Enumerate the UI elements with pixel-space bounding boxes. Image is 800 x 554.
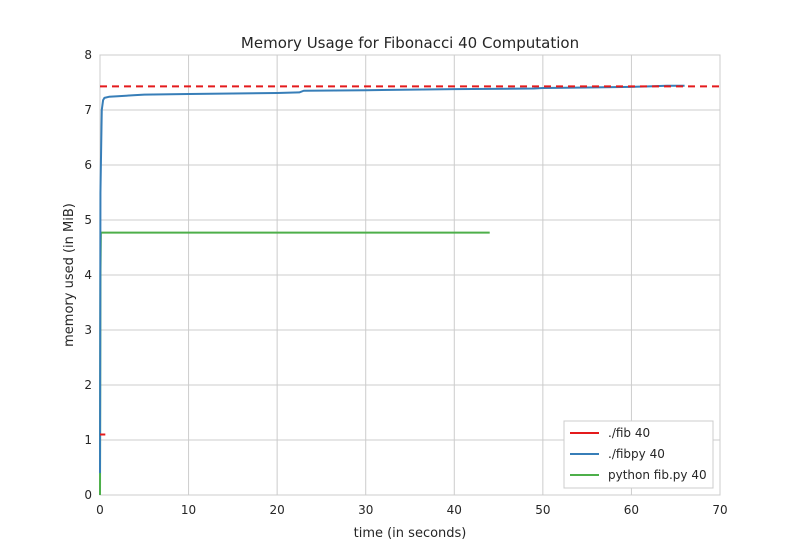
- x-tick-label: 10: [181, 503, 196, 517]
- x-tick-label: 50: [535, 503, 550, 517]
- x-tick-label: 20: [270, 503, 285, 517]
- series-layer: [99, 84, 720, 496]
- y-tick-label: 1: [84, 433, 92, 447]
- y-tick-label: 3: [84, 323, 92, 337]
- tick-labels: 0 10 20 30 40 50 60 70 0 1 2 3 4 5 6 7 8: [84, 48, 727, 517]
- x-tick-label: 0: [96, 503, 104, 517]
- legend-label-1: ./fibpy 40: [608, 447, 665, 461]
- y-tick-label: 6: [84, 158, 92, 172]
- y-tick-label: 4: [84, 268, 92, 282]
- legend-label-2: python fib.py 40: [608, 468, 707, 482]
- x-axis-label: time (in seconds): [354, 526, 467, 541]
- x-tick-label: 60: [624, 503, 639, 517]
- y-tick-label: 2: [84, 378, 92, 392]
- y-axis-label: memory used (in MiB): [62, 203, 77, 347]
- y-tick-label: 7: [84, 103, 92, 117]
- chart-title: Memory Usage for Fibonacci 40 Computatio…: [241, 34, 579, 52]
- legend: ./fib 40 ./fibpy 40 python fib.py 40: [563, 420, 714, 489]
- series-line-1: [99, 84, 685, 474]
- y-tick-label: 5: [84, 213, 92, 227]
- x-tick-label: 70: [712, 503, 727, 517]
- legend-label-0: ./fib 40: [608, 426, 650, 440]
- x-tick-label: 40: [447, 503, 462, 517]
- y-tick-label: 0: [84, 488, 92, 502]
- y-tick-label: 8: [84, 48, 92, 62]
- x-tick-label: 30: [358, 503, 373, 517]
